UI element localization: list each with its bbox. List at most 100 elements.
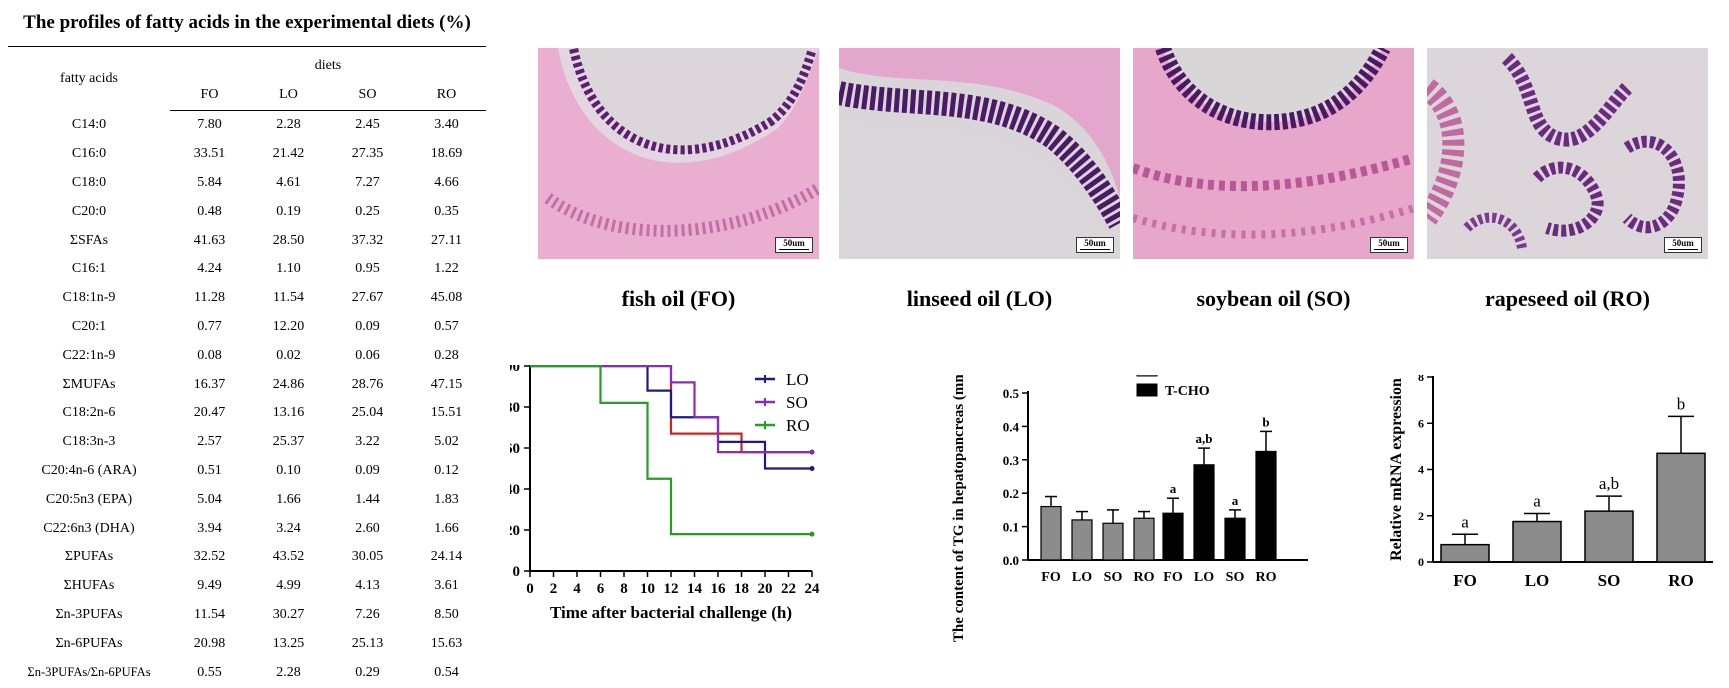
significance-label: a <box>1232 493 1239 508</box>
table-cell: 2.28 <box>276 117 301 133</box>
x-tick-label: 10 <box>640 581 655 597</box>
table-cell: 8.50 <box>434 606 459 622</box>
table-row: C20:1 0.77 12.20 0.09 0.57 <box>8 313 486 342</box>
header-diets: diets <box>170 46 486 80</box>
table-row: C20:5n3 (EPA) 5.04 1.66 1.44 1.83 <box>8 485 486 514</box>
table-cell: 5.02 <box>434 434 459 450</box>
fatty-acid-name: C18:1n-9 <box>62 290 116 306</box>
table-cell: 0.09 <box>355 318 380 334</box>
survival-endpoint-ro <box>809 531 815 537</box>
table-row: C18:1n-9 11.28 11.54 27.67 45.08 <box>8 284 486 313</box>
micrograph-so-image <box>1133 48 1414 259</box>
x-tick-label: 14 <box>687 581 703 597</box>
table-row: C18:0 5.84 4.61 7.27 4.66 <box>8 169 486 198</box>
table-cell: 28.50 <box>272 232 305 248</box>
legend-label: SO <box>786 393 808 412</box>
bar-tg-ro <box>1133 517 1155 561</box>
y-tick-label: 0.1 <box>1003 520 1019 535</box>
bar-t-cho-lo <box>1193 464 1215 561</box>
y-tick-label: 0.3 <box>1003 453 1020 468</box>
table-cell: 27.67 <box>351 290 384 306</box>
table-cell: 1.44 <box>355 491 380 507</box>
fas-chart: FAS02468Relative mRNA expressionaFOaLOa,… <box>1388 375 1713 590</box>
micrograph-caption-fo: fish oil (FO) <box>621 286 736 311</box>
fatty-acid-name: C22:1n-9 <box>62 347 116 363</box>
legend-label: FO <box>786 365 808 366</box>
table-cell: 47.15 <box>430 376 463 392</box>
table-cell: 13.16 <box>272 405 305 421</box>
legend-label: TG <box>1165 375 1185 379</box>
table-cell: 27.35 <box>351 146 384 162</box>
table-row: C22:6n3 (DHA) 3.94 3.24 2.60 1.66 <box>8 514 486 543</box>
table-cell: 28.76 <box>351 376 384 392</box>
table-cell: 0.10 <box>276 462 301 478</box>
y-tick-label: 60 <box>510 441 520 457</box>
table-row: ΣSFAs 41.63 28.50 37.32 27.11 <box>8 226 486 255</box>
table-cell: 27.11 <box>431 232 462 248</box>
table-cell: 5.84 <box>197 174 222 190</box>
micrograph-ro-image <box>1427 48 1708 259</box>
bar-tg-so <box>1102 522 1124 561</box>
fatty-acid-name: ΣSFAs <box>69 232 109 248</box>
x-axis-label: Time after bacterial challenge (h) <box>550 603 792 622</box>
table-cell: 1.10 <box>276 261 301 277</box>
legend-swatch <box>1136 375 1158 377</box>
y-tick-label: 6 <box>1418 416 1424 430</box>
column-header: SO <box>328 80 407 111</box>
table-cell: 16.37 <box>193 376 226 392</box>
x-tick-label: SO <box>1226 570 1245 585</box>
header-fatty-acids: fatty acids <box>8 46 170 111</box>
micrograph-caption-ro: rapeseed oil (RO) <box>1485 286 1650 311</box>
table-row: ΣPUFAs 32.52 43.52 30.05 24.14 <box>8 543 486 572</box>
table-cell: 45.08 <box>430 290 463 306</box>
table-cell: 41.63 <box>193 232 226 248</box>
table-cell: 3.22 <box>355 434 380 450</box>
table-row: ΣMUFAs 16.37 24.86 28.76 47.15 <box>8 370 486 399</box>
table-cell: 0.55 <box>197 664 222 680</box>
table-cell: 4.24 <box>197 261 222 277</box>
significance-label: a,b <box>1599 474 1619 493</box>
table-cell: 33.51 <box>193 146 226 162</box>
bar-tg-lo <box>1071 519 1093 561</box>
table-cell: 12.20 <box>272 318 305 334</box>
table-row: C18:2n-6 20.47 13.16 25.04 15.51 <box>8 399 486 428</box>
table-row: Σn-6PUFAs 20.98 13.25 25.13 15.63 <box>8 629 486 658</box>
table-cell: 4.99 <box>276 578 301 594</box>
table-cell: 2.45 <box>355 117 380 133</box>
table-cell: 7.80 <box>197 117 222 133</box>
fatty-acid-name: C18:3n-3 <box>62 434 116 450</box>
table-row: C14:0 7.80 2.28 2.45 3.40 <box>8 111 486 140</box>
x-tick-label: FO <box>1453 571 1477 590</box>
table-cell: 11.54 <box>194 606 225 622</box>
scale-bar: 50um <box>1076 237 1114 253</box>
bar-t-cho-fo <box>1162 512 1184 561</box>
micrograph-ro: 50um <box>1427 48 1708 259</box>
table-cell: 18.69 <box>430 146 463 162</box>
table-cell: 30.27 <box>272 606 305 622</box>
x-tick-label: SO <box>1104 570 1123 585</box>
table-cell: 0.06 <box>355 347 380 363</box>
bar-lo <box>1512 520 1562 563</box>
significance-label: a <box>1461 512 1469 531</box>
table-cell: 1.66 <box>276 491 301 507</box>
table-cell: 0.48 <box>197 203 222 219</box>
y-tick-label: 4 <box>1418 463 1424 477</box>
bar-so <box>1584 510 1634 563</box>
legend-swatch <box>1136 383 1158 397</box>
table-cell: 25.13 <box>351 635 384 651</box>
table-cell: 1.83 <box>434 491 459 507</box>
survival-line-so <box>530 365 812 454</box>
y-tick-label: 2 <box>1418 509 1424 523</box>
significance-label: b <box>1262 414 1269 429</box>
table-cell: 24.86 <box>272 376 305 392</box>
fatty-acid-name: Σn-3PUFAs <box>55 606 123 622</box>
table-cell: 0.51 <box>197 462 222 478</box>
x-tick-label: 12 <box>664 581 679 597</box>
table-cell: 0.09 <box>355 462 380 478</box>
bar-tg-fo <box>1040 505 1062 561</box>
x-tick-label: 2 <box>550 581 558 597</box>
y-tick-label: 100 <box>510 365 520 375</box>
scale-bar: 50um <box>1370 237 1408 253</box>
table-title: The profiles of fatty acids in the exper… <box>23 12 471 33</box>
table-cell: 25.37 <box>272 434 305 450</box>
